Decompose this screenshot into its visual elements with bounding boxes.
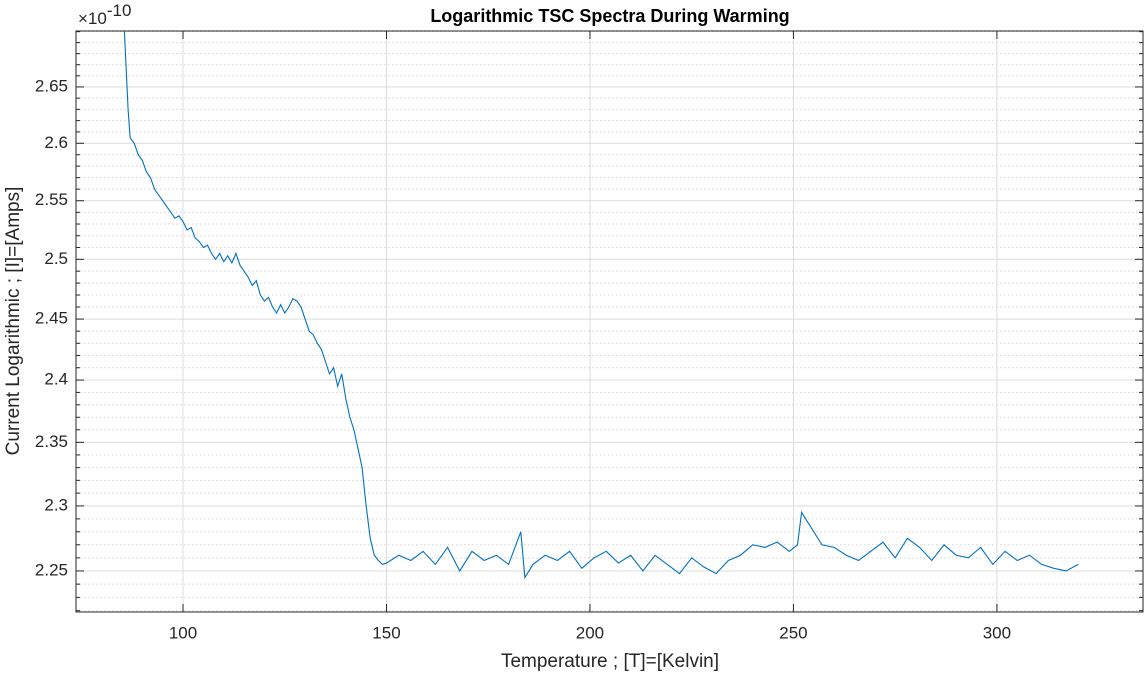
y-multiplier-exponent: -10 xyxy=(107,1,132,20)
y-tick-label: 2.55 xyxy=(35,190,68,209)
y-multiplier: ×10-10 xyxy=(78,1,131,28)
x-tick-label: 200 xyxy=(576,623,604,642)
plot-area xyxy=(123,31,1079,580)
x-axis-label: Temperature ; [T]=[Kelvin] xyxy=(501,651,719,672)
y-tick-label: 2.3 xyxy=(44,495,68,514)
x-tick-label: 300 xyxy=(983,623,1011,642)
x-tick-label: 100 xyxy=(169,623,197,642)
x-tick-label: 250 xyxy=(779,623,807,642)
data-line xyxy=(123,31,1079,580)
y-tick-label: 2.6 xyxy=(44,133,68,152)
y-tick-label: 2.65 xyxy=(35,76,68,95)
y-tick-label: 2.25 xyxy=(35,560,68,579)
x-tick-label: 150 xyxy=(372,623,400,642)
y-tick-label: 2.4 xyxy=(44,370,68,389)
y-tick-label: 2.35 xyxy=(35,432,68,451)
y-tick-label: 2.45 xyxy=(35,309,68,328)
y-axis-label: Current Logarithmic ; [I]=[Amps] xyxy=(3,187,24,456)
y-multiplier-base: ×10 xyxy=(78,9,107,28)
axes-box xyxy=(75,30,1144,613)
y-tick-label: 2.5 xyxy=(44,249,68,268)
chart-title: Logarithmic TSC Spectra During Warming xyxy=(430,6,789,26)
